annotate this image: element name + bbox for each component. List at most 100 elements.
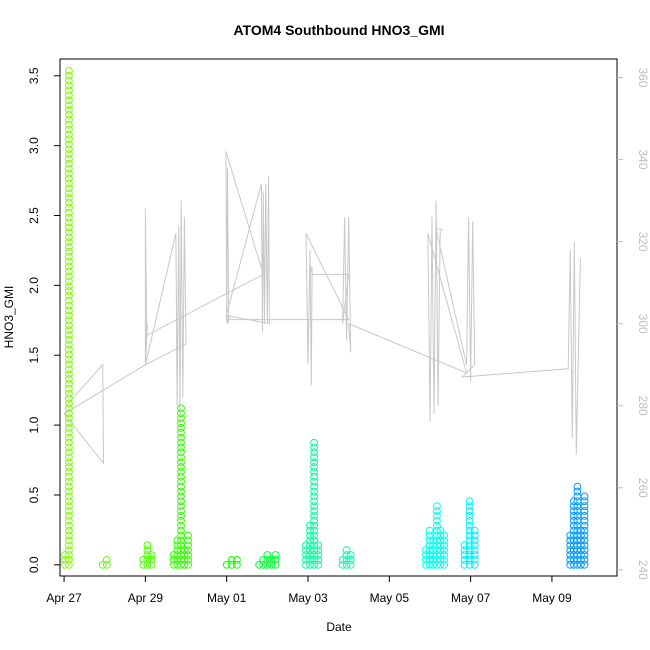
data-point [465,512,474,520]
data-point [302,560,310,569]
data-point [65,287,73,295]
data-point [222,560,231,569]
data-point [65,208,73,217]
data-point [65,424,73,432]
flight-8-points [338,546,355,569]
data-point [310,438,319,447]
data-point [177,433,185,442]
data-point [65,257,73,266]
data-point [184,551,193,559]
data-point [184,541,193,550]
data-point [310,472,319,481]
data-point [177,458,185,467]
data-point [180,551,189,559]
data-point [342,560,351,569]
data-point [314,541,323,550]
data-point [65,243,73,251]
data-point [433,507,441,515]
flight-3-points [139,541,156,569]
data-point [470,551,479,559]
data-point [65,370,73,379]
x-tick-label: May 07 [451,591,491,605]
data-point [422,546,430,554]
y2-tick-label: 300 [636,314,650,334]
data-point [65,350,73,359]
data-point [65,414,73,423]
data-point [65,326,73,335]
data-point [65,262,73,271]
data-point [465,516,474,525]
data-point [580,492,589,501]
flight-9-points [422,502,449,569]
data-point [65,502,73,511]
data-point [436,556,445,564]
data-point [310,516,319,525]
data-point [143,546,152,554]
data-point [310,468,319,476]
data-point [227,556,236,564]
data-point [346,556,355,564]
data-point [580,521,589,530]
data-point [314,560,323,569]
data-point [314,551,323,559]
data-point [65,375,73,383]
y-tick-label: 0.0 [27,556,41,573]
data-point [65,155,73,163]
data-point [65,526,73,535]
data-point [184,546,193,554]
data-point [306,551,314,559]
data-point [65,218,73,227]
data-point [65,355,73,364]
data-point [65,321,73,330]
data-point [342,551,351,559]
data-point [255,560,264,569]
data-point [580,526,589,535]
data-point [65,106,73,114]
data-point [233,560,241,569]
data-point [65,199,73,207]
data-point [310,521,319,530]
data-point [306,536,314,545]
data-point [65,120,73,129]
data-point [433,526,441,535]
y2-tick-label: 320 [636,232,650,252]
chart-title: ATOM4 Southbound HNO3_GMI [233,22,444,38]
data-point [440,546,449,554]
data-point [184,556,193,564]
data-point [177,404,185,413]
flight-4-points [169,404,193,569]
data-point [65,448,73,457]
data-point [65,380,73,388]
data-point [259,560,268,569]
data-point [98,560,107,569]
data-point [65,521,73,530]
data-point [65,228,73,237]
data-point [433,512,441,520]
data-point [65,164,73,173]
data-point [65,301,73,310]
data-point [65,419,73,427]
data-point [177,409,185,418]
data-point [310,541,319,550]
data-point [139,556,148,564]
data-point [310,477,319,486]
data-point [302,546,310,554]
data-point [65,556,73,564]
data-point [184,536,193,545]
data-point [177,477,185,486]
data-point [460,551,469,559]
data-point [465,526,474,535]
data-point [465,521,474,530]
data-point [342,556,351,564]
data-point [65,551,73,559]
data-point [65,443,73,452]
data-point [65,159,73,168]
data-point [460,560,469,569]
data-point [267,560,276,569]
data-point [310,512,319,520]
data-point [177,512,185,520]
data-point [65,81,73,90]
data-point [65,453,73,462]
data-point [342,546,351,554]
data-point [65,477,73,486]
